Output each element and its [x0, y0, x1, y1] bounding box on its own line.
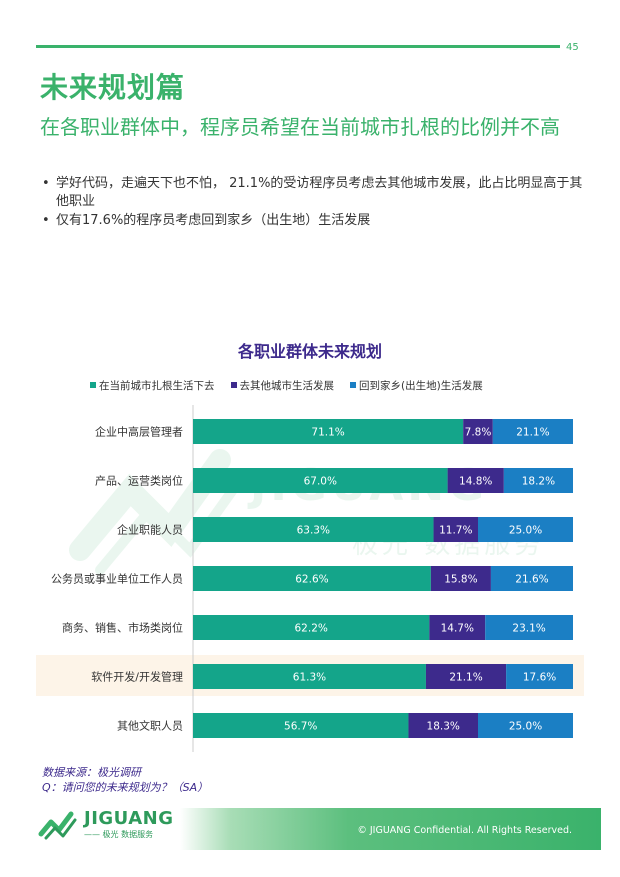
question-line: Q：请问您的未来规划为？（SA） — [42, 781, 209, 794]
bar-value-label: 25.0% — [509, 721, 542, 733]
bullet-dot-icon: • — [42, 176, 50, 191]
legend-swatch — [350, 382, 356, 388]
copyright-text: © JIGUANG Confidential. All Rights Reser… — [357, 825, 572, 836]
bar-value-label: 21.6% — [515, 574, 548, 586]
bar-segment-series-2 — [506, 664, 573, 689]
bar-segment-series-1 — [425, 664, 507, 689]
bar-value-label: 63.3% — [297, 525, 330, 537]
bullet-item: • 学好代码，走遍天下也不怕， 21.1%的受访程序员考虑去其他城市发展，此占比明… — [40, 175, 585, 211]
bar-value-label: 61.3% — [293, 672, 326, 684]
legend-item: 去其他城市生活发展 — [230, 378, 335, 392]
bar-value-label: 21.1% — [449, 672, 482, 684]
jiguang-logo-icon — [38, 811, 77, 840]
bar-segment-series-0 — [193, 419, 464, 444]
bar-segment-series-1 — [447, 468, 504, 493]
bar-value-label: 18.3% — [427, 721, 460, 733]
category-label: 产品、运营类岗位 — [95, 474, 183, 488]
bullet-dot-icon: • — [42, 213, 50, 228]
bar-value-label: 18.2% — [522, 476, 555, 488]
bar-segment-series-1 — [433, 517, 478, 542]
chart-title: 各职业群体未来规划 — [237, 342, 382, 361]
headline: 在各职业群体中，程序员希望在当前城市扎根的比例并不高 — [40, 115, 560, 139]
bar-segment-series-0 — [193, 713, 409, 738]
bar-segment-series-2 — [492, 419, 573, 444]
bar-value-label: 62.6% — [295, 574, 328, 586]
bullet-list: • 学好代码，走遍天下也不怕， 21.1%的受访程序员考虑去其他城市发展，此占比明… — [40, 175, 585, 231]
category-label: 商务、销售、市场类岗位 — [62, 621, 183, 635]
logo-subtext: —— 极光 数据服务 — [84, 830, 154, 839]
bar-segment-series-2 — [478, 713, 573, 738]
bar-segment-series-2 — [490, 566, 573, 591]
bar-value-label: 14.8% — [459, 476, 492, 488]
bar-value-label: 25.0% — [509, 525, 542, 537]
bar-segment-series-1 — [430, 566, 491, 591]
category-label: 企业中高层管理者 — [95, 425, 183, 439]
bullet-text: 仅有17.6%的程序员考虑回到家乡（出生地）生活发展 — [56, 213, 371, 228]
bar-value-label: 21.1% — [516, 427, 549, 439]
bullet-item: • 仅有17.6%的程序员考虑回到家乡（出生地）生活发展 — [40, 212, 585, 230]
category-label: 软件开发/开发管理 — [91, 670, 183, 684]
legend-label: 去其他城市生活发展 — [239, 379, 335, 392]
bar-value-label: 56.7% — [284, 721, 317, 733]
bar-segment-series-2 — [485, 615, 573, 640]
bar-segment-series-1 — [463, 419, 493, 444]
bar-value-label: 71.1% — [311, 427, 344, 439]
legend-swatch — [90, 382, 96, 388]
legend-item: 在当前城市扎根生活下去 — [90, 378, 215, 392]
bar-segment-series-0 — [193, 615, 430, 640]
bar-segment-series-1 — [429, 615, 486, 640]
page-number: 45 — [566, 42, 579, 53]
bar-segment-series-0 — [193, 517, 434, 542]
bar-value-label: 14.7% — [441, 623, 474, 635]
bar-segment-series-2 — [503, 468, 573, 493]
category-label: 企业职能人员 — [117, 523, 183, 537]
bullet-text: 学好代码，走遍天下也不怕， 21.1%的受访程序员考虑去其他城市发展，此占比明显… — [56, 176, 583, 209]
legend-label: 在当前城市扎根生活下去 — [99, 379, 215, 392]
watermark-logo-icon — [69, 449, 245, 575]
legend-label: 回到家乡(出生地)生活发展 — [359, 379, 483, 392]
bar-value-label: 11.7% — [439, 525, 472, 537]
category-label: 公务员或事业单位工作人员 — [51, 572, 183, 586]
bar-segment-series-0 — [193, 468, 448, 493]
logo-text: JIGUANG — [84, 808, 174, 829]
top-rule — [36, 45, 560, 48]
bar-segment-series-0 — [193, 664, 426, 689]
legend-item: 回到家乡(出生地)生活发展 — [350, 378, 483, 392]
bar-value-label: 7.8% — [465, 427, 492, 439]
bar-segment-series-0 — [193, 566, 431, 591]
stacked-bar-chart: 企业中高层管理者 71.1% 7.8% 21.1% 产品、运营类岗位 67.0% 14.8%… — [51, 405, 573, 752]
data-source: 数据来源：极光调研 Q：请问您的未来规划为？（SA） — [42, 765, 208, 795]
source-line: 数据来源：极光调研 — [42, 766, 141, 779]
bar-segment-series-2 — [478, 517, 573, 542]
bar-segment-series-1 — [408, 713, 478, 738]
bar-value-label: 15.8% — [444, 574, 477, 586]
footer-band — [180, 808, 601, 850]
section-title: 未来规划篇 — [40, 71, 186, 104]
bar-value-label: 23.1% — [512, 623, 545, 635]
bar-value-label: 62.2% — [295, 623, 328, 635]
bar-value-label: 67.0% — [304, 476, 337, 488]
legend-swatch — [230, 382, 237, 388]
category-label: 其他文职人员 — [117, 719, 183, 733]
bar-value-label: 17.6% — [523, 672, 556, 684]
chart-legend: 在当前城市扎根生活下去 去其他城市生活发展 回到家乡(出生地)生活发展 — [90, 378, 483, 392]
